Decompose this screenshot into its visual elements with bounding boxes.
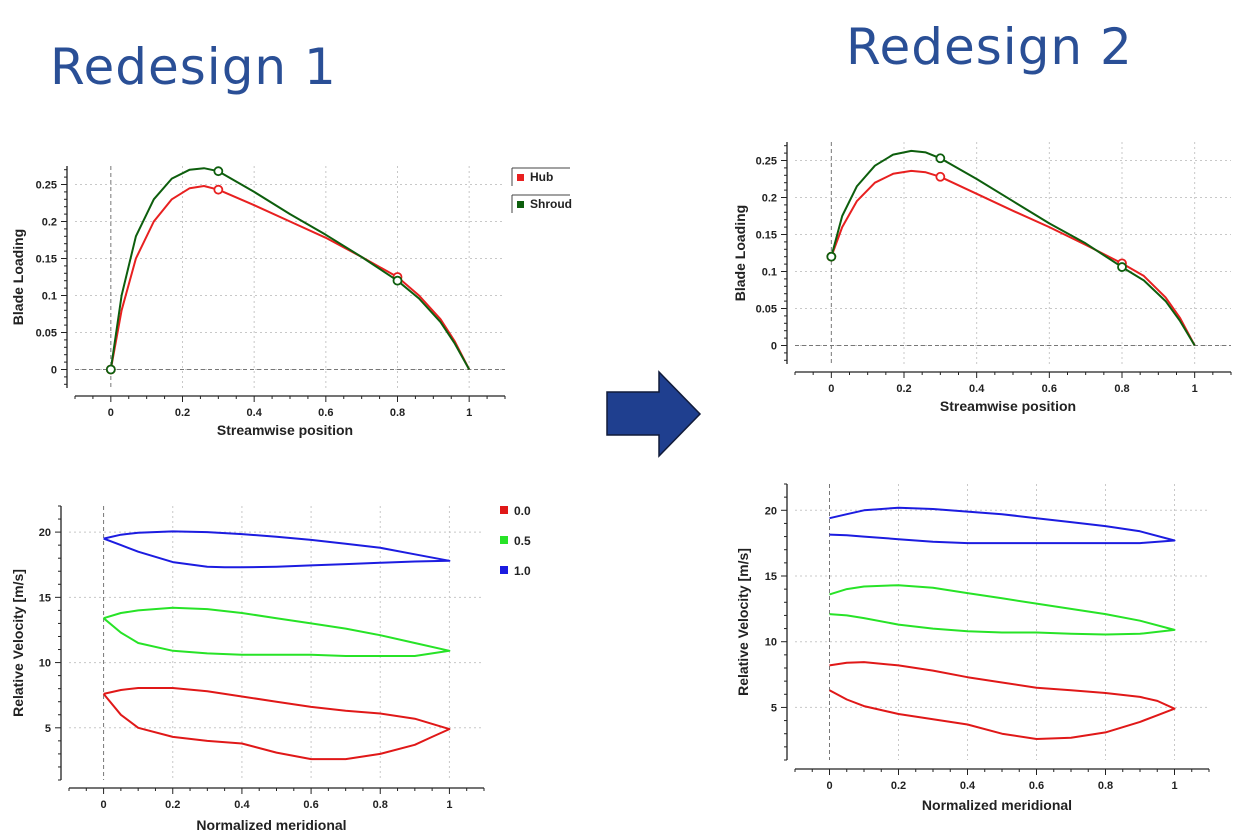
y-tick-label: 0 [771,341,777,353]
x-tick-label: 0.2 [891,780,906,792]
legend-label: Shroud [530,197,572,211]
series-marker [1117,262,1127,272]
x-tick-label: 1 [466,407,472,419]
series-marker [213,166,224,177]
series-line-0 [830,169,1196,346]
x-tick-label: 0 [826,780,832,792]
legend-swatch [517,174,524,181]
y-tick-label: 15 [39,592,51,604]
series-line-2 [829,506,1176,545]
y-tick-label: 0.05 [756,304,777,316]
legend-label: 1.0 [514,564,531,578]
x-tick-label: 0.4 [247,407,263,419]
y-tick-label: 0.05 [36,328,57,340]
y-tick-label: 0.1 [762,267,777,279]
redesign-2-heading: Redesign 2 [846,18,1133,76]
x-tick-label: 0.6 [1029,780,1044,792]
x-tick-label: 0 [108,407,114,419]
x-tick-label: 0.4 [969,383,985,395]
x-tick-label: 0.2 [165,799,180,811]
y-tick-label: 0.25 [36,180,57,192]
series-line-0 [109,185,471,370]
legend-swatch [500,566,508,574]
y-tick-label: 0.15 [36,254,57,266]
legend-swatch [517,201,524,208]
series-line-1 [829,584,1176,636]
x-tick-label: 0.2 [175,407,190,419]
y-tick-label: 20 [39,527,51,539]
x-tick-label: 0.6 [303,799,318,811]
x-tick-label: 0.4 [960,780,976,792]
legend-swatch [500,506,508,514]
redesign-1-heading: Redesign 1 [50,38,337,96]
x-tick-label: 0.8 [373,799,388,811]
y-tick-label: 0.25 [756,156,777,168]
y-tick-label: 20 [765,505,777,517]
x-tick-label: 1 [446,799,452,811]
y-tick-label: 5 [45,723,51,735]
x-tick-label: 0.8 [1098,780,1113,792]
series-line-1 [830,149,1196,347]
legend-label: Hub [530,170,553,184]
x-tick-label: 0.8 [390,407,405,419]
y-tick-label: 0.2 [762,193,777,205]
y-tick-label: 10 [39,658,51,670]
series-marker [213,184,224,195]
y-tick-label: 0.2 [42,217,57,229]
x-tick-label: 0.6 [318,407,333,419]
x-axis-label: Streamwise position [940,398,1076,414]
series-marker [935,153,946,164]
series-marker [826,251,837,262]
legend-label: 0.5 [514,534,531,548]
series-line-1 [102,606,451,657]
x-tick-label: 0.6 [1042,383,1057,395]
x-tick-label: 0.4 [234,799,250,811]
legend-label: 0.0 [514,504,531,518]
y-tick-label: 15 [765,571,777,583]
x-tick-label: 1 [1192,383,1198,395]
legend-swatch [500,536,508,544]
series-line-0 [829,661,1176,740]
x-axis-label: Streamwise position [217,422,353,438]
y-axis-label: Relative Velocity [m/s] [10,569,26,717]
y-tick-label: 0 [51,365,57,377]
x-tick-label: 0.2 [896,383,911,395]
y-axis-label: Blade Loading [732,205,748,301]
x-axis-label: Normalized meridional [196,817,346,833]
chart-redesign1-blade-loading: 0 0.2 0.4 0.6 0.8 1 0 0.05 0.1 0.15 0.2 0.25 Streamw… [10,166,572,438]
series-line-1 [109,167,471,370]
y-tick-label: 0.1 [42,291,57,303]
y-tick-label: 5 [771,702,777,714]
chart-redesign2-blade-loading: 0 0.2 0.4 0.6 0.8 1 0 0.05 0.1 0.15 0.2 0.25 Streamw… [732,142,1232,414]
x-tick-label: 0.8 [1114,383,1129,395]
y-tick-label: 10 [765,637,777,649]
x-tick-label: 0 [101,799,107,811]
series-marker [105,364,116,375]
y-axis-label: Blade Loading [10,229,26,325]
series-marker [392,275,403,286]
series-marker [935,171,946,182]
x-tick-label: 0 [828,383,834,395]
y-tick-label: 0.15 [756,230,777,242]
series-line-2 [103,530,451,569]
series-line-0 [102,687,451,761]
y-axis-label: Relative Velocity [m/s] [735,548,751,696]
x-tick-label: 1 [1171,780,1177,792]
right-arrow-icon [606,370,702,458]
x-axis-label: Normalized meridional [922,797,1072,813]
